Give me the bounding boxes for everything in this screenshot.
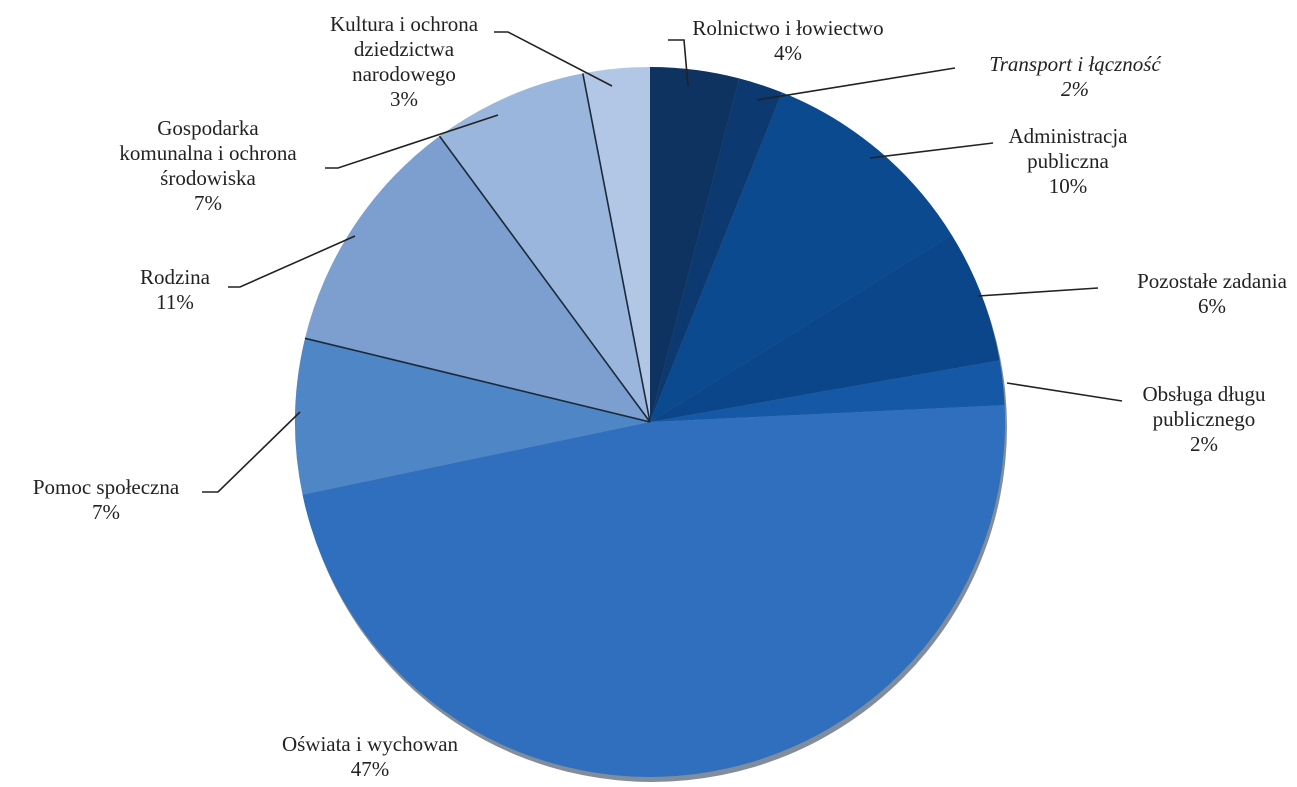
slice-label-kultura-i-ochrona-dziedzictwa-narodowego: Kultura i ochrona dziedzictwa narodowego 3% bbox=[330, 12, 479, 111]
slice-value-label: 2% bbox=[1190, 432, 1218, 456]
slice-separators bbox=[304, 73, 651, 423]
pie-slice-gospodarka-komunalna-i-ochrona-srodowiska bbox=[439, 73, 650, 423]
leader-line-administracja-publiczna bbox=[869, 142, 994, 159]
slice-value-label: 7% bbox=[92, 500, 120, 524]
slice-separator bbox=[438, 135, 651, 423]
slice-label-gospodarka-komunalna-i-ochrona-srodowiska: Gospodarka komunalna i ochrona środowiska 7… bbox=[119, 116, 297, 215]
leader-line-obsluga-dlugu-publicznego bbox=[1006, 382, 1123, 402]
slice-label-line: Rodzina bbox=[140, 265, 211, 289]
slice-label-line: środowiska bbox=[160, 166, 256, 190]
slice-value-label: 10% bbox=[1049, 174, 1088, 198]
slice-label-line: Pozostałe zadania bbox=[1137, 269, 1288, 293]
pie-slice-pozostale-zadania bbox=[650, 234, 1000, 422]
pie-slice-administracja-publiczna bbox=[650, 92, 952, 423]
leader-line-kultura-i-ochrona-dziedzictwa-narodowego bbox=[494, 31, 613, 87]
leader-line-pozostale-zadania bbox=[977, 287, 1099, 297]
slice-label-line: Oświata i wychowan bbox=[282, 732, 459, 756]
pie-slice-rolnictwo-i-lowiectwo bbox=[650, 67, 740, 422]
slice-label-line: publicznego bbox=[1153, 407, 1256, 431]
slice-label-line: Pomoc społeczna bbox=[33, 475, 180, 499]
pie-slice-rodzina bbox=[305, 136, 650, 422]
slice-label-pozostale-zadania: Pozostałe zadania 6% bbox=[1137, 269, 1288, 318]
slice-labels: Rolnictwo i łowiectwo 4% Transport i łączn… bbox=[33, 12, 1288, 781]
slice-separator bbox=[582, 73, 651, 423]
leader-lines bbox=[202, 31, 1123, 493]
slice-value-label: 7% bbox=[194, 191, 222, 215]
slice-label-line: Obsługa długu bbox=[1142, 382, 1266, 406]
leader-line-rolnictwo-i-lowiectwo bbox=[668, 39, 689, 87]
slice-value-label: 3% bbox=[390, 87, 418, 111]
slice-label-line: Transport i łączność bbox=[989, 52, 1161, 76]
slice-label-line: Administracja bbox=[1009, 124, 1129, 148]
leader-line-rodzina bbox=[228, 235, 356, 288]
leader-line-transport-i-lacznosc bbox=[756, 67, 956, 101]
slice-label-oswiata-i-wychowanie: Oświata i wychowan 47% bbox=[282, 732, 459, 781]
slice-label-line: narodowego bbox=[352, 62, 456, 86]
slice-value-label: 47% bbox=[351, 757, 390, 781]
pie-slices bbox=[295, 67, 1007, 782]
slice-label-line: komunalna i ochrona bbox=[119, 141, 297, 165]
slice-value-label: 6% bbox=[1198, 294, 1226, 318]
slice-label-rolnictwo-i-lowiectwo: Rolnictwo i łowiectwo 4% bbox=[692, 16, 883, 65]
slice-label-transport-i-lacznosc: Transport i łączność 2% bbox=[989, 52, 1161, 101]
slice-value-label: 2% bbox=[1061, 77, 1089, 101]
slice-label-line: Rolnictwo i łowiectwo bbox=[692, 16, 883, 40]
pie-slice-oswiata-i-wychowanie bbox=[302, 405, 1006, 777]
pie-slice-transport-i-lacznosc bbox=[650, 78, 782, 422]
slice-label-line: Kultura i ochrona bbox=[330, 12, 479, 36]
pie-slice-obsluga-dlugu-publicznego bbox=[650, 360, 1005, 422]
leader-line-pomoc-spoleczna bbox=[202, 411, 301, 493]
slice-label-pomoc-spoleczna: Pomoc społeczna 7% bbox=[33, 475, 180, 524]
leader-line-gospodarka-komunalna-i-ochrona-srodowiska bbox=[325, 114, 499, 169]
slice-separator bbox=[304, 337, 651, 423]
slice-label-rodzina: Rodzina 11% bbox=[140, 265, 211, 314]
slice-label-line: publiczna bbox=[1027, 149, 1109, 173]
pie-slice-pomoc-spoleczna bbox=[295, 338, 650, 495]
slice-label-line: dziedzictwa bbox=[354, 37, 455, 61]
slice-value-label: 4% bbox=[774, 41, 802, 65]
slice-label-line: Gospodarka bbox=[157, 116, 259, 140]
slice-label-administracja-publiczna: Administracja publiczna 10% bbox=[1009, 124, 1129, 198]
slice-label-obsluga-dlugu-publicznego: Obsługa długu publicznego 2% bbox=[1142, 382, 1266, 456]
slice-value-label: 11% bbox=[156, 290, 194, 314]
